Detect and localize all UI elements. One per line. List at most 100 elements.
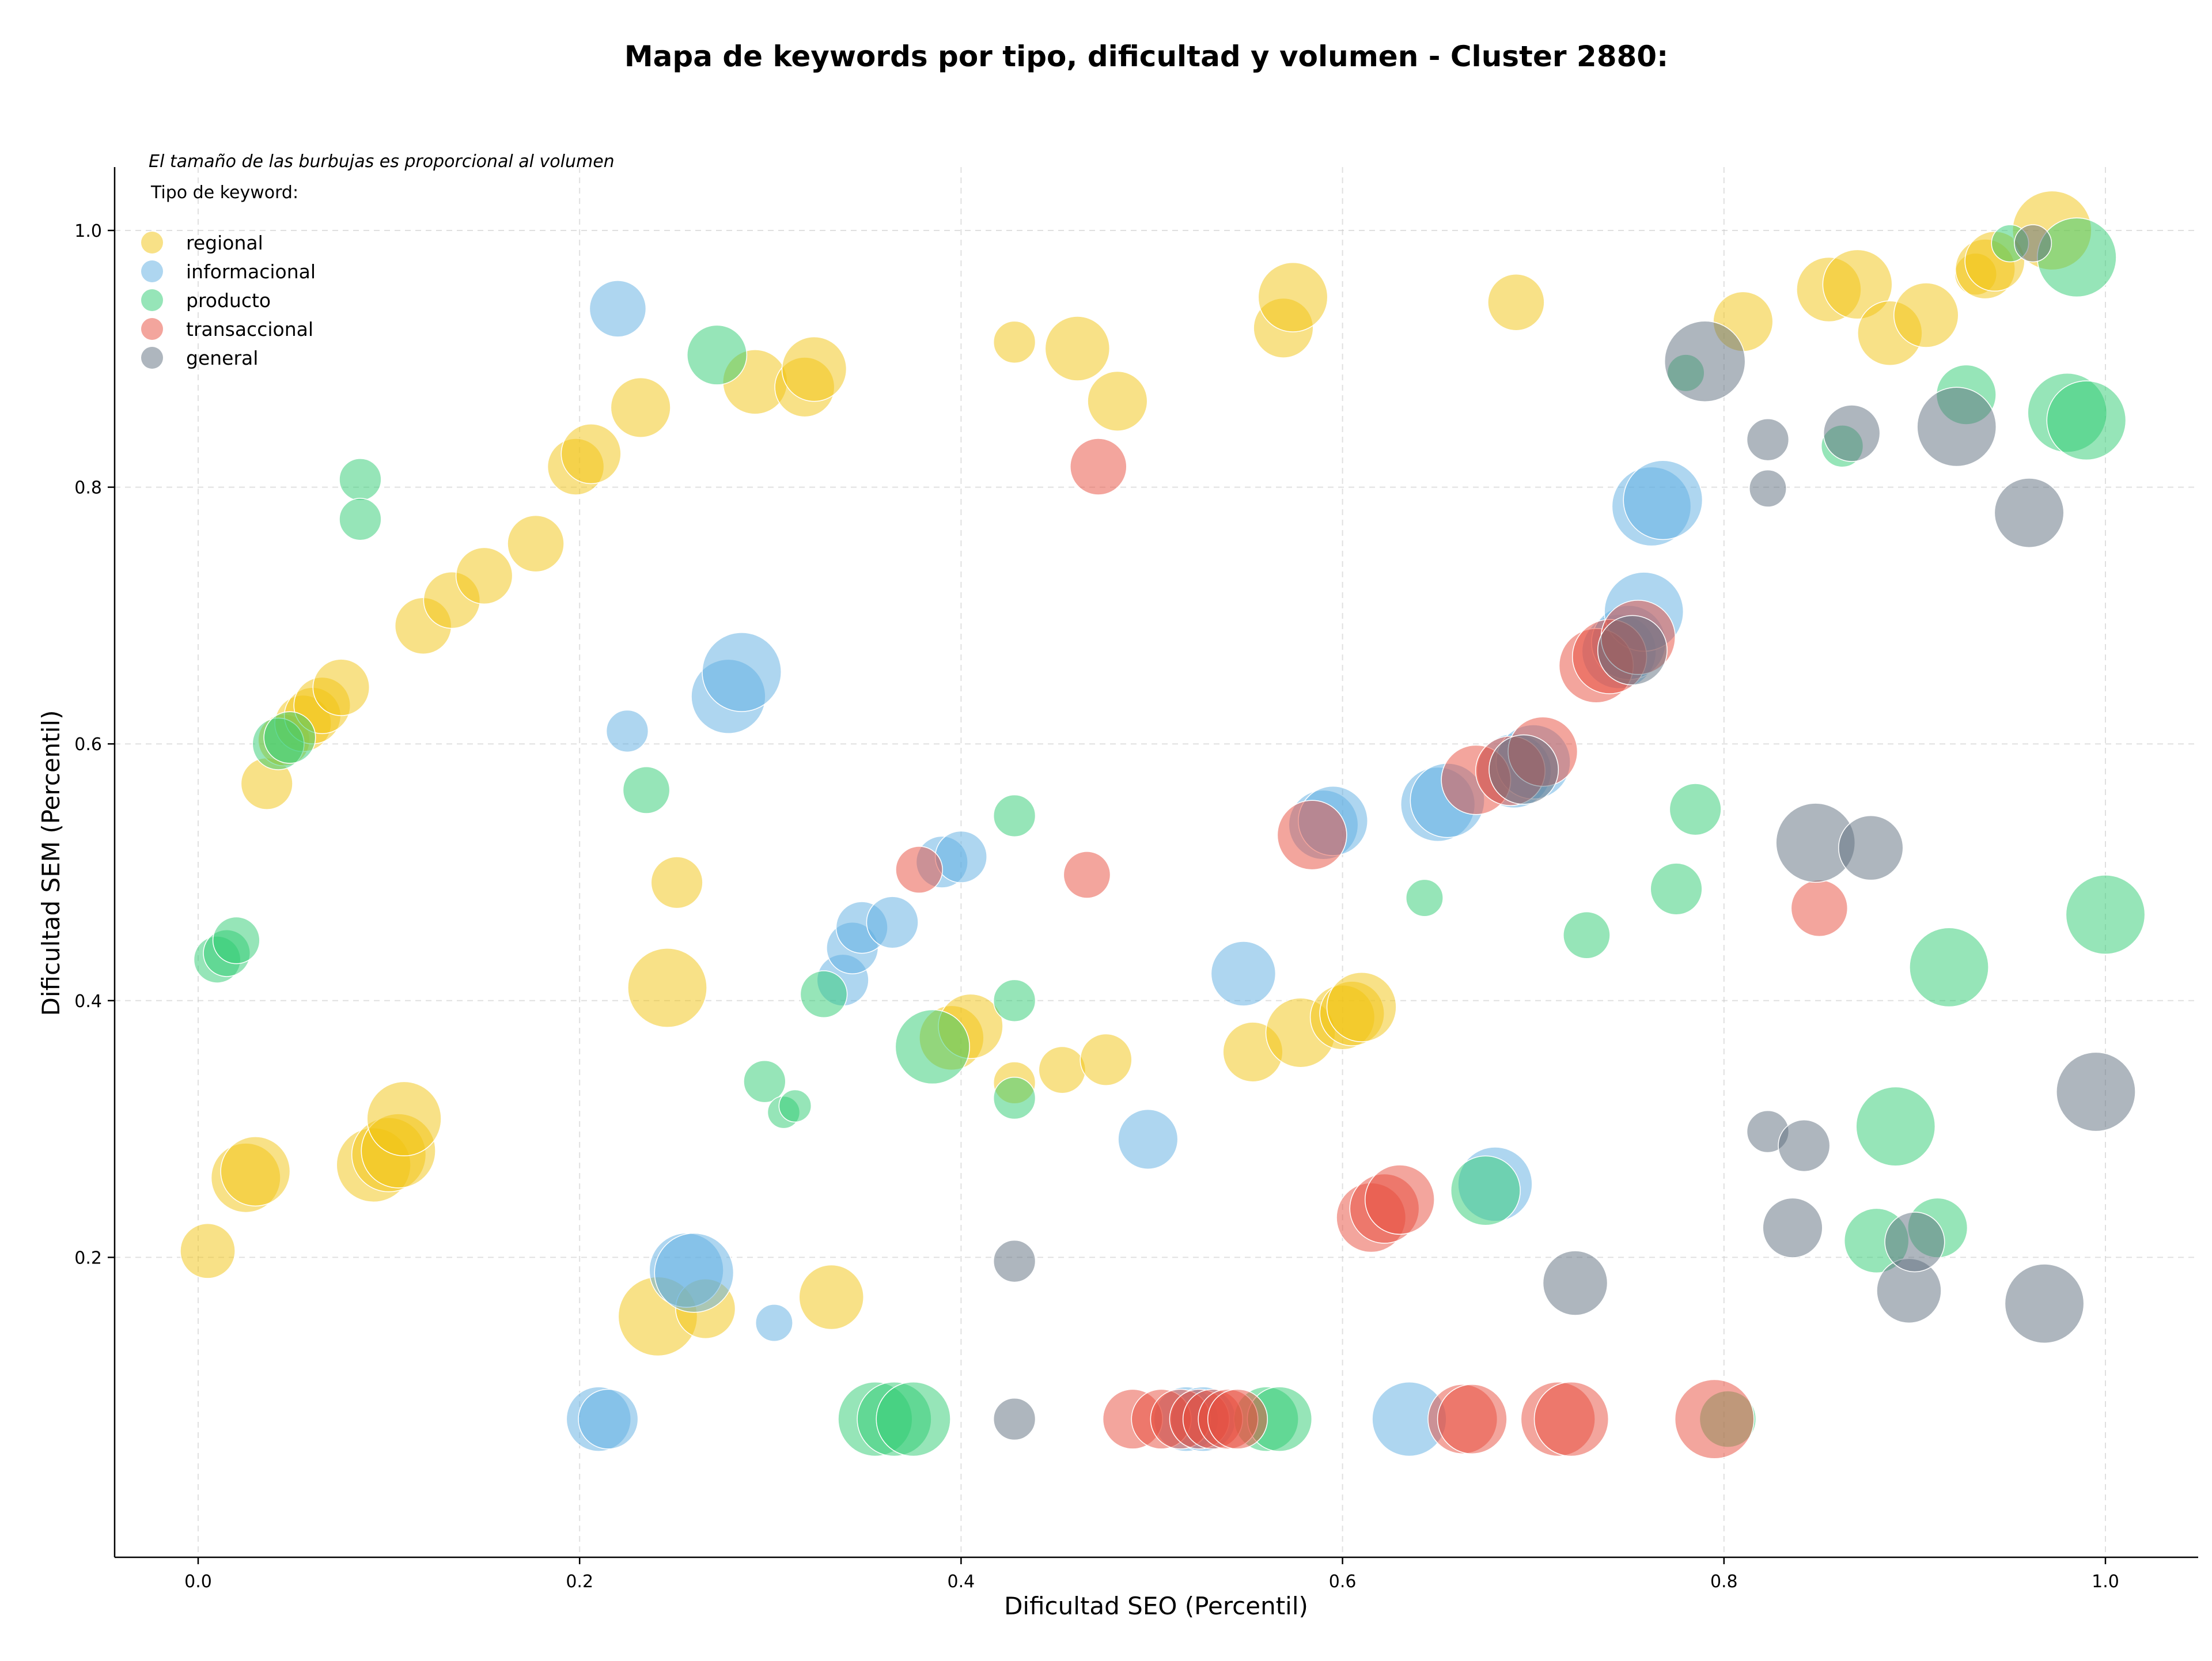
bubble-general bbox=[2056, 1051, 2136, 1132]
bubble-regional bbox=[1822, 249, 1893, 320]
x-tick-label: 0.0 bbox=[184, 1572, 212, 1592]
legend-marker-transaccional bbox=[141, 318, 163, 340]
bubble-general bbox=[1597, 615, 1668, 686]
bubble-informacional bbox=[1210, 941, 1277, 1007]
bubble-producto bbox=[2065, 875, 2146, 955]
bubble-regional bbox=[1044, 316, 1111, 381]
bubble-general bbox=[1778, 1119, 1831, 1172]
bubble-producto bbox=[1669, 783, 1722, 836]
axis-ticks: 0.0 0.2 0.4 0.6 0.8 1.0 0.2 0.4 0.6 0.8 1.0 bbox=[74, 221, 2119, 1592]
bubble-general bbox=[1664, 320, 1746, 403]
bubble-informacional bbox=[866, 896, 919, 949]
bubble-transaccional bbox=[1070, 438, 1127, 495]
bubble-producto bbox=[778, 1089, 812, 1123]
bubble-producto bbox=[800, 970, 848, 1019]
bubble-producto bbox=[743, 1060, 786, 1103]
bubble-general bbox=[1542, 1250, 1608, 1316]
bubble-informacional bbox=[1118, 1108, 1179, 1170]
bubble-producto bbox=[687, 324, 748, 385]
bubble-transaccional bbox=[1364, 1164, 1435, 1235]
bubble-general bbox=[993, 1397, 1036, 1441]
bubble-producto bbox=[1450, 1155, 1521, 1226]
bubble-regional bbox=[781, 336, 847, 402]
bubble-informacional bbox=[605, 709, 649, 753]
bubble-regional bbox=[1087, 370, 1148, 432]
legend-label-regional: regional bbox=[186, 232, 263, 254]
bubble-producto bbox=[1855, 1086, 1936, 1167]
y-tick-label: 1.0 bbox=[74, 221, 102, 241]
bubble-regional bbox=[1257, 262, 1328, 332]
legend-label-transaccional: transaccional bbox=[186, 318, 313, 340]
bubble-informacional bbox=[934, 830, 987, 883]
legend-label-informacional: informacional bbox=[186, 260, 316, 283]
bubble-producto bbox=[2046, 380, 2127, 461]
bubble-general bbox=[2004, 1263, 2085, 1344]
bubble-general bbox=[1916, 387, 1997, 467]
x-axis-label: Dificultad SEO (Percentil) bbox=[1004, 1592, 1308, 1620]
bubble-regional bbox=[610, 377, 671, 438]
bubble-regional bbox=[560, 423, 622, 485]
bubble-regional bbox=[650, 856, 703, 909]
legend-label-general: general bbox=[186, 347, 258, 369]
bubble-general bbox=[1762, 1197, 1823, 1258]
bubble-producto bbox=[622, 766, 671, 814]
chart-title: Mapa de keywords por tipo, dificultad y … bbox=[624, 40, 1668, 73]
bubble-regional bbox=[455, 547, 513, 605]
legend-title: Tipo de keyword: bbox=[150, 183, 298, 203]
bubble-regional bbox=[366, 1081, 442, 1156]
bubble-producto bbox=[212, 916, 260, 964]
x-tick-label: 0.2 bbox=[566, 1572, 593, 1592]
legend-marker-informacional bbox=[141, 260, 163, 282]
bubble-informacional bbox=[702, 632, 782, 712]
bubble-general bbox=[2014, 224, 2052, 263]
bubble-producto bbox=[263, 711, 316, 764]
bubble-general bbox=[1884, 1212, 1945, 1273]
bubble-regional bbox=[220, 1136, 291, 1207]
bubble-regional bbox=[1326, 971, 1397, 1042]
legend-marker-general bbox=[141, 347, 163, 369]
series-transaccional bbox=[895, 438, 1849, 1459]
bubble-general bbox=[1838, 815, 1904, 881]
x-tick-label: 0.8 bbox=[1710, 1572, 1738, 1592]
bubble-regional bbox=[798, 1264, 865, 1330]
x-tick-label: 1.0 bbox=[2092, 1572, 2119, 1592]
bubble-general bbox=[1994, 478, 2065, 548]
bubble-regional bbox=[1487, 274, 1545, 331]
bubble-regional bbox=[507, 514, 565, 573]
bubble-producto bbox=[339, 498, 382, 541]
bubble-producto bbox=[1909, 927, 1989, 1008]
grid bbox=[115, 167, 2198, 1557]
series-informacional bbox=[566, 280, 1703, 1457]
legend-marker-producto bbox=[141, 289, 163, 311]
bubble-transaccional bbox=[1277, 800, 1347, 871]
y-axis-label: Dificultad SEM (Percentil) bbox=[37, 710, 65, 1016]
bubble-producto bbox=[876, 1381, 951, 1457]
bubble-producto bbox=[339, 458, 382, 501]
legend: Tipo de keyword: regional informacional pr… bbox=[141, 183, 316, 369]
bubble-general bbox=[1746, 418, 1790, 461]
bubble-producto bbox=[993, 794, 1036, 838]
bubble-general bbox=[1823, 404, 1881, 462]
bubble-general bbox=[1488, 734, 1559, 805]
bubble-informacional bbox=[755, 1304, 793, 1342]
y-tick-label: 0.6 bbox=[74, 735, 102, 755]
bubble-regional bbox=[1893, 282, 1959, 348]
y-tick-label: 0.2 bbox=[74, 1248, 102, 1268]
legend-label-producto: producto bbox=[186, 289, 271, 312]
bubble-informacional bbox=[1623, 460, 1703, 540]
series-regional bbox=[180, 190, 2092, 1357]
bubble-regional bbox=[993, 320, 1036, 364]
bubble-producto bbox=[1650, 862, 1703, 915]
bubble-producto bbox=[993, 979, 1036, 1022]
series-general bbox=[993, 224, 2136, 1441]
bubble-transaccional bbox=[1674, 1379, 1755, 1459]
bubble-general bbox=[1749, 469, 1787, 508]
x-tick-label: 0.4 bbox=[948, 1572, 975, 1592]
bubble-producto bbox=[1563, 911, 1611, 959]
y-tick-label: 0.8 bbox=[74, 478, 102, 498]
bubble-regional bbox=[1080, 1033, 1132, 1086]
bubble-producto bbox=[2036, 217, 2117, 298]
bubble-informacional bbox=[654, 1232, 734, 1313]
bubble-producto bbox=[1406, 879, 1444, 917]
